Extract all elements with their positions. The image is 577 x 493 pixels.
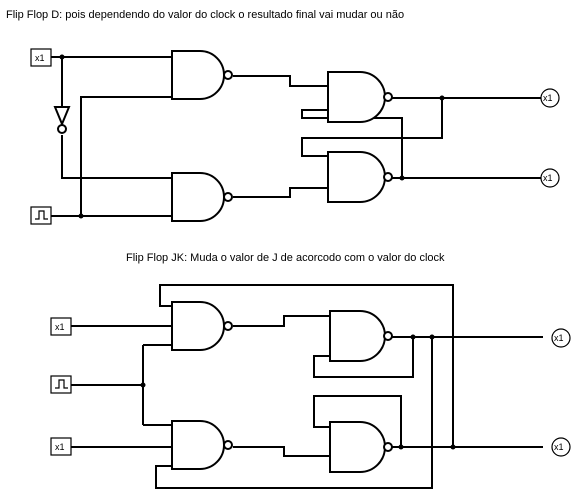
output-probe-icon[interactable]: x1: [540, 88, 560, 108]
nand-gate-icon[interactable]: [329, 310, 393, 362]
d-input-label: x1: [35, 53, 45, 63]
junction-dot: [410, 334, 416, 340]
d-output-label-qbar: x1: [543, 173, 553, 183]
junction-dot: [59, 54, 65, 60]
jk-clock-input[interactable]: [50, 375, 72, 394]
junction-dot: [398, 444, 404, 450]
output-probe-icon[interactable]: x1: [540, 168, 560, 188]
junction-dot: [450, 444, 456, 450]
jk-output-label-qbar: x1: [554, 442, 564, 452]
flip-flop-d-title: Flip Flop D: pois dependendo do valor do…: [6, 9, 405, 21]
flip-flop-d-circuit: x1: [30, 48, 560, 225]
d-input-x1[interactable]: x1: [30, 48, 52, 67]
jk-wires: [71, 284, 543, 489]
nand-gate-icon[interactable]: [171, 420, 233, 470]
nand-gate-icon[interactable]: [327, 151, 393, 203]
junction-dot: [399, 175, 405, 181]
nand-gate-icon[interactable]: [171, 172, 233, 222]
d-clock-input[interactable]: [30, 206, 52, 225]
nand-gate-icon[interactable]: [171, 301, 233, 351]
flip-flop-jk-title: Flip Flop JK: Muda o valor de J de acorc…: [126, 252, 445, 264]
d-wires: [51, 56, 541, 217]
clock-square-wave-icon: [55, 379, 68, 389]
jk-input-label-k: x1: [55, 442, 65, 452]
jk-input-j[interactable]: x1: [50, 317, 72, 336]
jk-input-k[interactable]: x1: [50, 437, 72, 456]
clock-square-wave-icon: [35, 210, 48, 220]
junction-dot: [78, 213, 84, 219]
nand-gate-icon[interactable]: [171, 50, 233, 100]
not-gate-icon[interactable]: [53, 106, 71, 134]
jk-output-label-q: x1: [554, 333, 564, 343]
jk-input-label-j: x1: [55, 322, 65, 332]
output-probe-icon[interactable]: x1: [551, 328, 571, 348]
flip-flop-jk-circuit: x1 x1: [50, 284, 571, 489]
junction-dot: [429, 334, 435, 340]
nand-gate-icon[interactable]: [329, 421, 393, 473]
d-output-label-q: x1: [543, 93, 553, 103]
junction-dot: [439, 95, 445, 101]
output-probe-icon[interactable]: x1: [551, 437, 571, 457]
nand-gate-icon[interactable]: [327, 71, 393, 123]
junction-dot: [140, 382, 146, 388]
